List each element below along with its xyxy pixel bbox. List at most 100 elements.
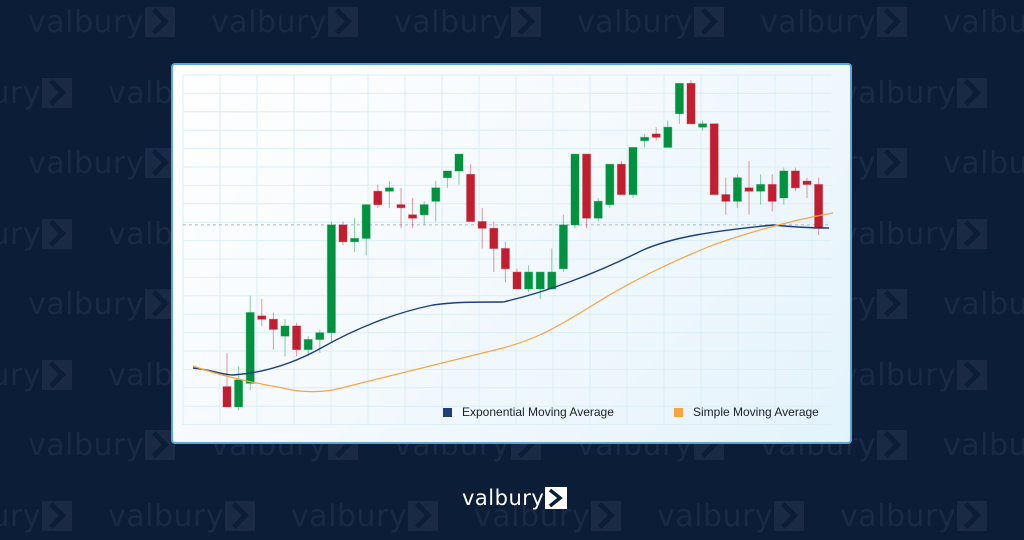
watermark-arrow-icon	[957, 501, 988, 531]
candle	[419, 204, 429, 216]
candle	[767, 183, 777, 202]
candle	[303, 338, 313, 351]
candle	[477, 221, 487, 229]
watermark-arrow-icon	[877, 148, 908, 178]
candlestick-chart	[182, 74, 834, 426]
brand-arrow-icon	[545, 487, 568, 509]
watermark-logo: valbury	[0, 76, 73, 111]
brand-name: valbury	[462, 486, 545, 510]
legend-sma-label: Simple Moving Average	[693, 405, 819, 419]
candle	[790, 170, 800, 189]
candle	[431, 187, 441, 202]
watermark-arrow-icon	[42, 360, 73, 390]
watermark-arrow-icon	[145, 430, 176, 460]
legend-ema-label: Exponential Moving Average	[462, 405, 614, 419]
candle	[558, 224, 568, 270]
watermark-logo: valbury	[943, 287, 1024, 322]
candle	[442, 170, 452, 179]
candle	[732, 177, 742, 202]
candle	[616, 163, 626, 196]
watermark-arrow-icon	[42, 219, 73, 249]
candle	[605, 163, 615, 206]
candle	[512, 271, 522, 290]
watermark-logo: valbury	[108, 499, 256, 534]
candle	[268, 318, 278, 330]
candle	[524, 271, 534, 290]
candle	[663, 126, 673, 148]
candle	[384, 187, 394, 192]
candle	[814, 183, 824, 229]
legend-sma: Simple Moving Average	[674, 405, 819, 419]
watermark-arrow-icon	[694, 7, 725, 37]
watermark-logo: valbury	[474, 499, 622, 534]
watermark-logo: valbury	[0, 217, 73, 252]
candle	[361, 204, 371, 239]
candle	[709, 123, 719, 196]
watermark-logo: valbury	[0, 358, 73, 393]
candle	[338, 224, 348, 243]
candle	[396, 204, 406, 209]
candle	[744, 187, 754, 192]
candle	[582, 153, 592, 219]
watermark-arrow-icon	[877, 430, 908, 460]
watermark-arrow-icon	[957, 360, 988, 390]
watermark-logo: valbury	[28, 5, 176, 40]
sma-swatch-icon	[674, 407, 683, 417]
candle	[466, 173, 476, 223]
candle	[802, 180, 812, 185]
watermark-logo: valbury	[28, 146, 176, 181]
watermark-logo: valbury	[28, 287, 176, 322]
candle	[315, 332, 325, 340]
candle	[245, 312, 255, 384]
candle	[698, 123, 708, 128]
watermark-logo: valbury	[840, 499, 988, 534]
candle	[500, 248, 510, 270]
watermark-arrow-icon	[42, 501, 73, 531]
candle	[640, 136, 650, 142]
candle	[547, 271, 557, 290]
candle	[489, 227, 499, 249]
watermark-logo: valbury	[840, 217, 988, 252]
watermark-logo: valbury	[840, 358, 988, 393]
watermark-arrow-icon	[877, 289, 908, 319]
candle	[222, 386, 232, 408]
watermark-logo: valbury	[291, 499, 439, 534]
candle	[280, 325, 290, 337]
ema-swatch-icon	[443, 407, 452, 417]
watermark-logo: valbury	[943, 428, 1024, 463]
watermark-logo: valbury	[394, 5, 542, 40]
watermark-arrow-icon	[42, 78, 73, 108]
candle	[570, 153, 580, 226]
candle	[628, 146, 638, 196]
chart-card: Exponential Moving Average Simple Moving…	[171, 63, 852, 444]
watermark-logo: valbury	[943, 146, 1024, 181]
watermark-arrow-icon	[145, 289, 176, 319]
watermark-arrow-icon	[957, 78, 988, 108]
watermark-arrow-icon	[591, 501, 622, 531]
watermark-arrow-icon	[957, 219, 988, 249]
candle	[779, 170, 789, 199]
watermark-logo: valbury	[760, 5, 908, 40]
watermark-logo: valbury	[28, 428, 176, 463]
candle	[674, 82, 684, 115]
watermark-logo: valbury	[0, 499, 73, 534]
watermark-arrow-icon	[774, 501, 805, 531]
watermark-logo: valbury	[577, 5, 725, 40]
candle	[234, 379, 244, 408]
candle	[535, 271, 545, 290]
watermark-logo: valbury	[657, 499, 805, 534]
watermark-arrow-icon	[328, 7, 359, 37]
watermark-logo: valbury	[840, 76, 988, 111]
watermark-arrow-icon	[145, 7, 176, 37]
watermark-logo: valbury	[943, 5, 1024, 40]
candle	[257, 315, 267, 320]
brand-logo: valbury	[462, 486, 568, 510]
candle	[292, 325, 302, 351]
candle	[408, 214, 418, 219]
watermark-arrow-icon	[877, 7, 908, 37]
watermark-logo: valbury	[211, 5, 359, 40]
candle	[373, 190, 383, 206]
legend-ema: Exponential Moving Average	[443, 405, 614, 419]
candle	[721, 194, 731, 202]
candle	[686, 82, 696, 125]
